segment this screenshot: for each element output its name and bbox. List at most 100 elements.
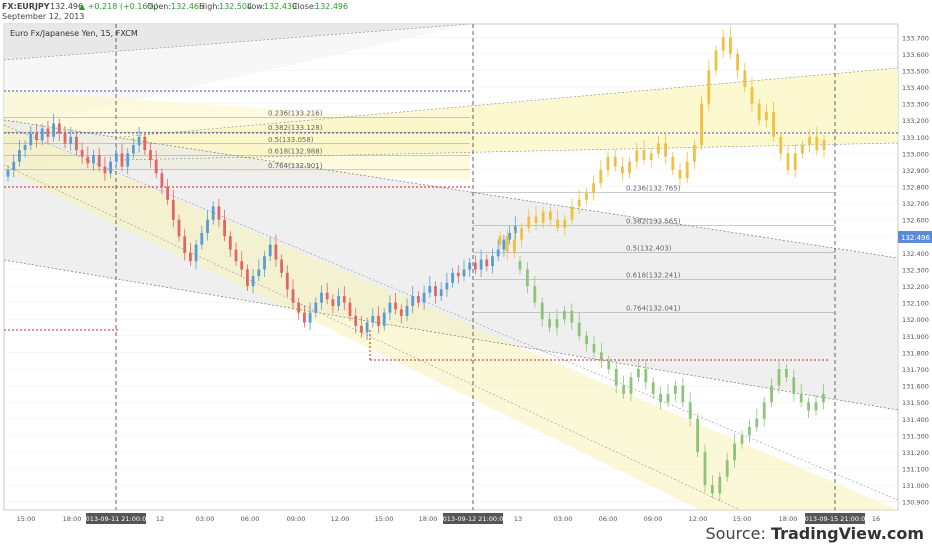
candle-body [126, 153, 130, 167]
candle-body [291, 289, 295, 303]
y-tick-label: 131.200 [902, 449, 929, 457]
candle-body [257, 269, 261, 277]
symbol-header: FX:EURJPY 132.496 ▲ +0.218 (+0.16%) Open… [2, 2, 348, 21]
x-tick-label: 09:00 [287, 515, 306, 523]
candle-body [485, 259, 489, 267]
candle-body [822, 140, 826, 151]
y-tick-label: 133.000 [902, 150, 929, 158]
candle-body [520, 228, 523, 240]
channel-line-3 [119, 142, 899, 161]
source-brand: TradingView.com [770, 524, 924, 543]
candle-body [285, 272, 289, 290]
candle-body [75, 136, 78, 151]
candle-body [354, 315, 358, 326]
candle-body [549, 211, 552, 220]
chart-legend-title: Euro Fx/Japanese Yen, 15, FXCM [10, 29, 138, 38]
candle-body [29, 133, 33, 146]
fib-label: 0.236(132.765) [626, 184, 681, 192]
candle-body [303, 312, 306, 323]
candle-body [394, 302, 397, 310]
y-tick-label: 132.200 [902, 283, 929, 291]
candle-body [308, 312, 312, 323]
candle-body [696, 418, 699, 452]
candle-body [228, 236, 232, 250]
candle-body [674, 385, 677, 394]
y-tick-label: 133.100 [902, 134, 929, 142]
candle-body [556, 219, 559, 229]
candle-body [533, 286, 537, 303]
candle-body [585, 335, 588, 345]
candle-body [577, 199, 581, 207]
candle-body [149, 150, 152, 161]
candle-body [527, 216, 531, 229]
candle-body [491, 256, 494, 267]
x-tick-label: 12:00 [331, 515, 350, 523]
candle-body [360, 325, 363, 333]
fib-label: 0.764(132.041) [626, 304, 681, 312]
drawings-layer [3, 23, 899, 511]
x-tick-label: 2013-09-11 21:00:00 [81, 515, 150, 523]
candle-body [177, 219, 181, 237]
fib-label: 0.618(132.241) [626, 271, 681, 279]
candle-body [807, 402, 810, 411]
grey-trend-channel [4, 120, 898, 410]
x-date-badge [86, 513, 146, 524]
candle-body [733, 443, 736, 461]
y-tick-label: 132.800 [902, 184, 929, 192]
candle-body [808, 136, 811, 146]
candle-body [337, 296, 340, 306]
candle-body [154, 160, 158, 174]
candle-body [132, 145, 135, 154]
candle-body [508, 232, 511, 240]
candle-body [707, 70, 711, 104]
candle-body [97, 155, 101, 167]
candle-body [268, 244, 272, 257]
candle-body [468, 262, 472, 270]
candle-body [541, 211, 545, 224]
x-date-badge [805, 513, 865, 524]
y-tick-label: 133.600 [902, 51, 929, 59]
candle-body [600, 352, 603, 361]
candle-body [635, 150, 639, 162]
candle-body [194, 244, 198, 262]
x-tick-label: 18:00 [419, 515, 438, 523]
candle-body [688, 402, 692, 419]
candle-body [762, 402, 766, 419]
x-date-badge [443, 513, 503, 524]
candle-body [792, 377, 796, 394]
candle-body [456, 272, 460, 277]
low-label: Low: [247, 2, 265, 11]
low-value: 132.439 [264, 2, 297, 11]
candle-body [166, 186, 169, 200]
y-tick-label: 132.100 [902, 300, 929, 308]
x-tick-label: 15:00 [17, 515, 36, 523]
candle-body [114, 153, 118, 162]
y-tick-label: 131.900 [902, 333, 929, 341]
candle-body [693, 145, 696, 162]
candle-body [628, 161, 631, 174]
candle-body [280, 259, 283, 273]
candle-body [563, 219, 567, 229]
candle-body [570, 206, 574, 220]
y-tick-label: 131.600 [902, 383, 929, 391]
candle-body [613, 156, 617, 167]
candle-body [342, 296, 346, 303]
symbol-name: FX:EURJPY [2, 2, 50, 11]
candle-body [786, 153, 790, 170]
candle-body [63, 133, 67, 144]
y-tick-label: 132.700 [902, 200, 929, 208]
candle-body [622, 385, 625, 394]
y-tick-label: 132.600 [902, 217, 929, 225]
candle-body [251, 276, 255, 287]
candle-body [348, 302, 352, 316]
fib-label: 0.764(132.901) [268, 162, 323, 170]
candle-body [462, 269, 466, 277]
candle-body [417, 296, 420, 303]
candle-body [246, 269, 249, 287]
candle-body [388, 302, 392, 313]
candle-body [86, 156, 90, 164]
candle-body [217, 206, 221, 220]
fib-label: 0.382(133.128) [268, 124, 323, 132]
y-tick-label: 132.400 [902, 250, 929, 258]
